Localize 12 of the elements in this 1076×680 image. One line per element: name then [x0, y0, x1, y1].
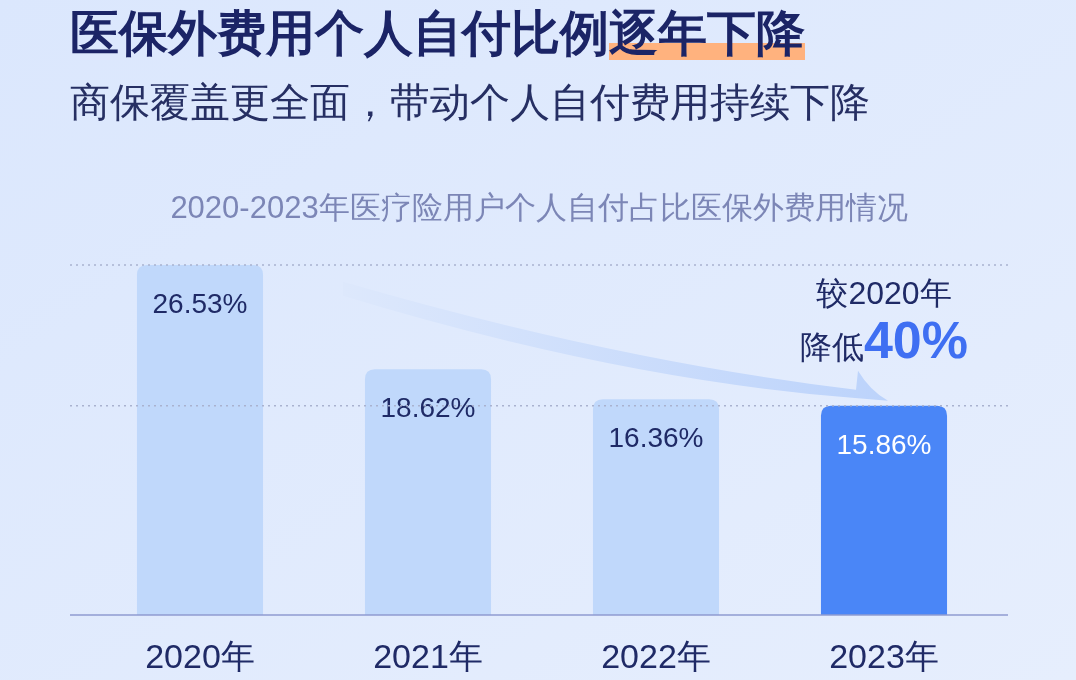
- x-tick-label: 2023年: [829, 637, 939, 675]
- data-label: 15.86%: [836, 428, 932, 460]
- data-label: 16.36%: [608, 422, 704, 454]
- x-tick-label: 2022年: [601, 637, 711, 675]
- annotation: 较2020年: [816, 274, 952, 311]
- annotation: 2020-2023年医疗险用户个人自付占比医保外费用情况: [170, 190, 908, 225]
- subtitle: 商保覆盖更全面，带动个人自付费用持续下降: [70, 80, 870, 124]
- annotation: 降低40%: [799, 310, 969, 369]
- data-label: 18.62%: [380, 392, 476, 424]
- data-label: 26.53%: [152, 288, 248, 319]
- x-tick-label: 2020年: [145, 637, 255, 675]
- x-tick-label: 2021年: [373, 637, 483, 675]
